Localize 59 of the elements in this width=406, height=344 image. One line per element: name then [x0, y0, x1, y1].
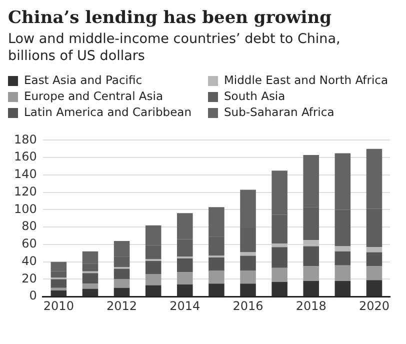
x-tick-label: 2012: [106, 298, 138, 313]
bar: [303, 266, 320, 281]
bar: [177, 272, 193, 284]
bar: [334, 246, 351, 252]
y-tick-label: 180: [14, 132, 37, 146]
bar: [272, 244, 288, 248]
bar: [272, 247, 288, 268]
bar: [114, 288, 130, 296]
bar: [334, 251, 351, 266]
bar: [177, 258, 193, 272]
bar: [303, 246, 320, 266]
legend-label: South Asia: [224, 89, 286, 104]
bar: [240, 270, 256, 284]
x-tick-label: 2010: [43, 298, 74, 313]
bar: [366, 252, 382, 266]
chart-subtitle: Low and middle-income countries’ debt to China, billions of US dollars: [8, 31, 342, 65]
bar: [240, 256, 256, 271]
bar: [50, 290, 67, 296]
bar: [303, 240, 320, 246]
chart-title: China’s lending has been growing: [8, 8, 332, 29]
bar: [334, 265, 351, 281]
bar: [145, 260, 162, 274]
bar: [272, 268, 288, 282]
y-tick-label: 120: [14, 184, 37, 198]
bar: [145, 285, 162, 296]
bar: [114, 268, 130, 280]
bar: [50, 288, 67, 291]
bar: [334, 280, 351, 296]
legend-label: Middle East and North Africa: [224, 73, 388, 88]
bar: [366, 280, 382, 296]
y-tick-label: 0: [29, 288, 37, 303]
x-tick-label: 2016: [232, 298, 264, 313]
bar: [240, 252, 256, 256]
bar: [303, 280, 320, 296]
x-tick-label: 2018: [296, 298, 326, 313]
bar: [240, 284, 256, 296]
legend-label: Latin America and Caribbean: [24, 105, 192, 120]
bar: [272, 282, 288, 296]
bar: [366, 247, 382, 252]
bar: [208, 270, 224, 284]
bar: [366, 266, 382, 280]
x-tick-label: 2020: [358, 298, 390, 313]
bar: [177, 284, 193, 296]
y-tick-label: 80: [22, 219, 37, 234]
y-tick-label: 20: [22, 271, 37, 286]
bar: [145, 274, 162, 286]
legend-label: Europe and Central Asia: [24, 89, 164, 104]
bar: [208, 284, 224, 296]
x-tick-label: 2014: [170, 298, 200, 313]
y-tick-label: 160: [14, 150, 37, 164]
y-tick-label: 140: [14, 167, 37, 182]
legend-label: East Asia and Pacific: [24, 73, 142, 88]
y-tick-label: 100: [14, 202, 37, 216]
y-tick-label: 40: [22, 254, 37, 268]
legend-label: Sub-Saharan Africa: [224, 105, 334, 120]
y-tick-label: 60: [22, 236, 37, 251]
bar: [82, 288, 98, 296]
bar: [114, 279, 130, 288]
bar: [82, 284, 98, 289]
